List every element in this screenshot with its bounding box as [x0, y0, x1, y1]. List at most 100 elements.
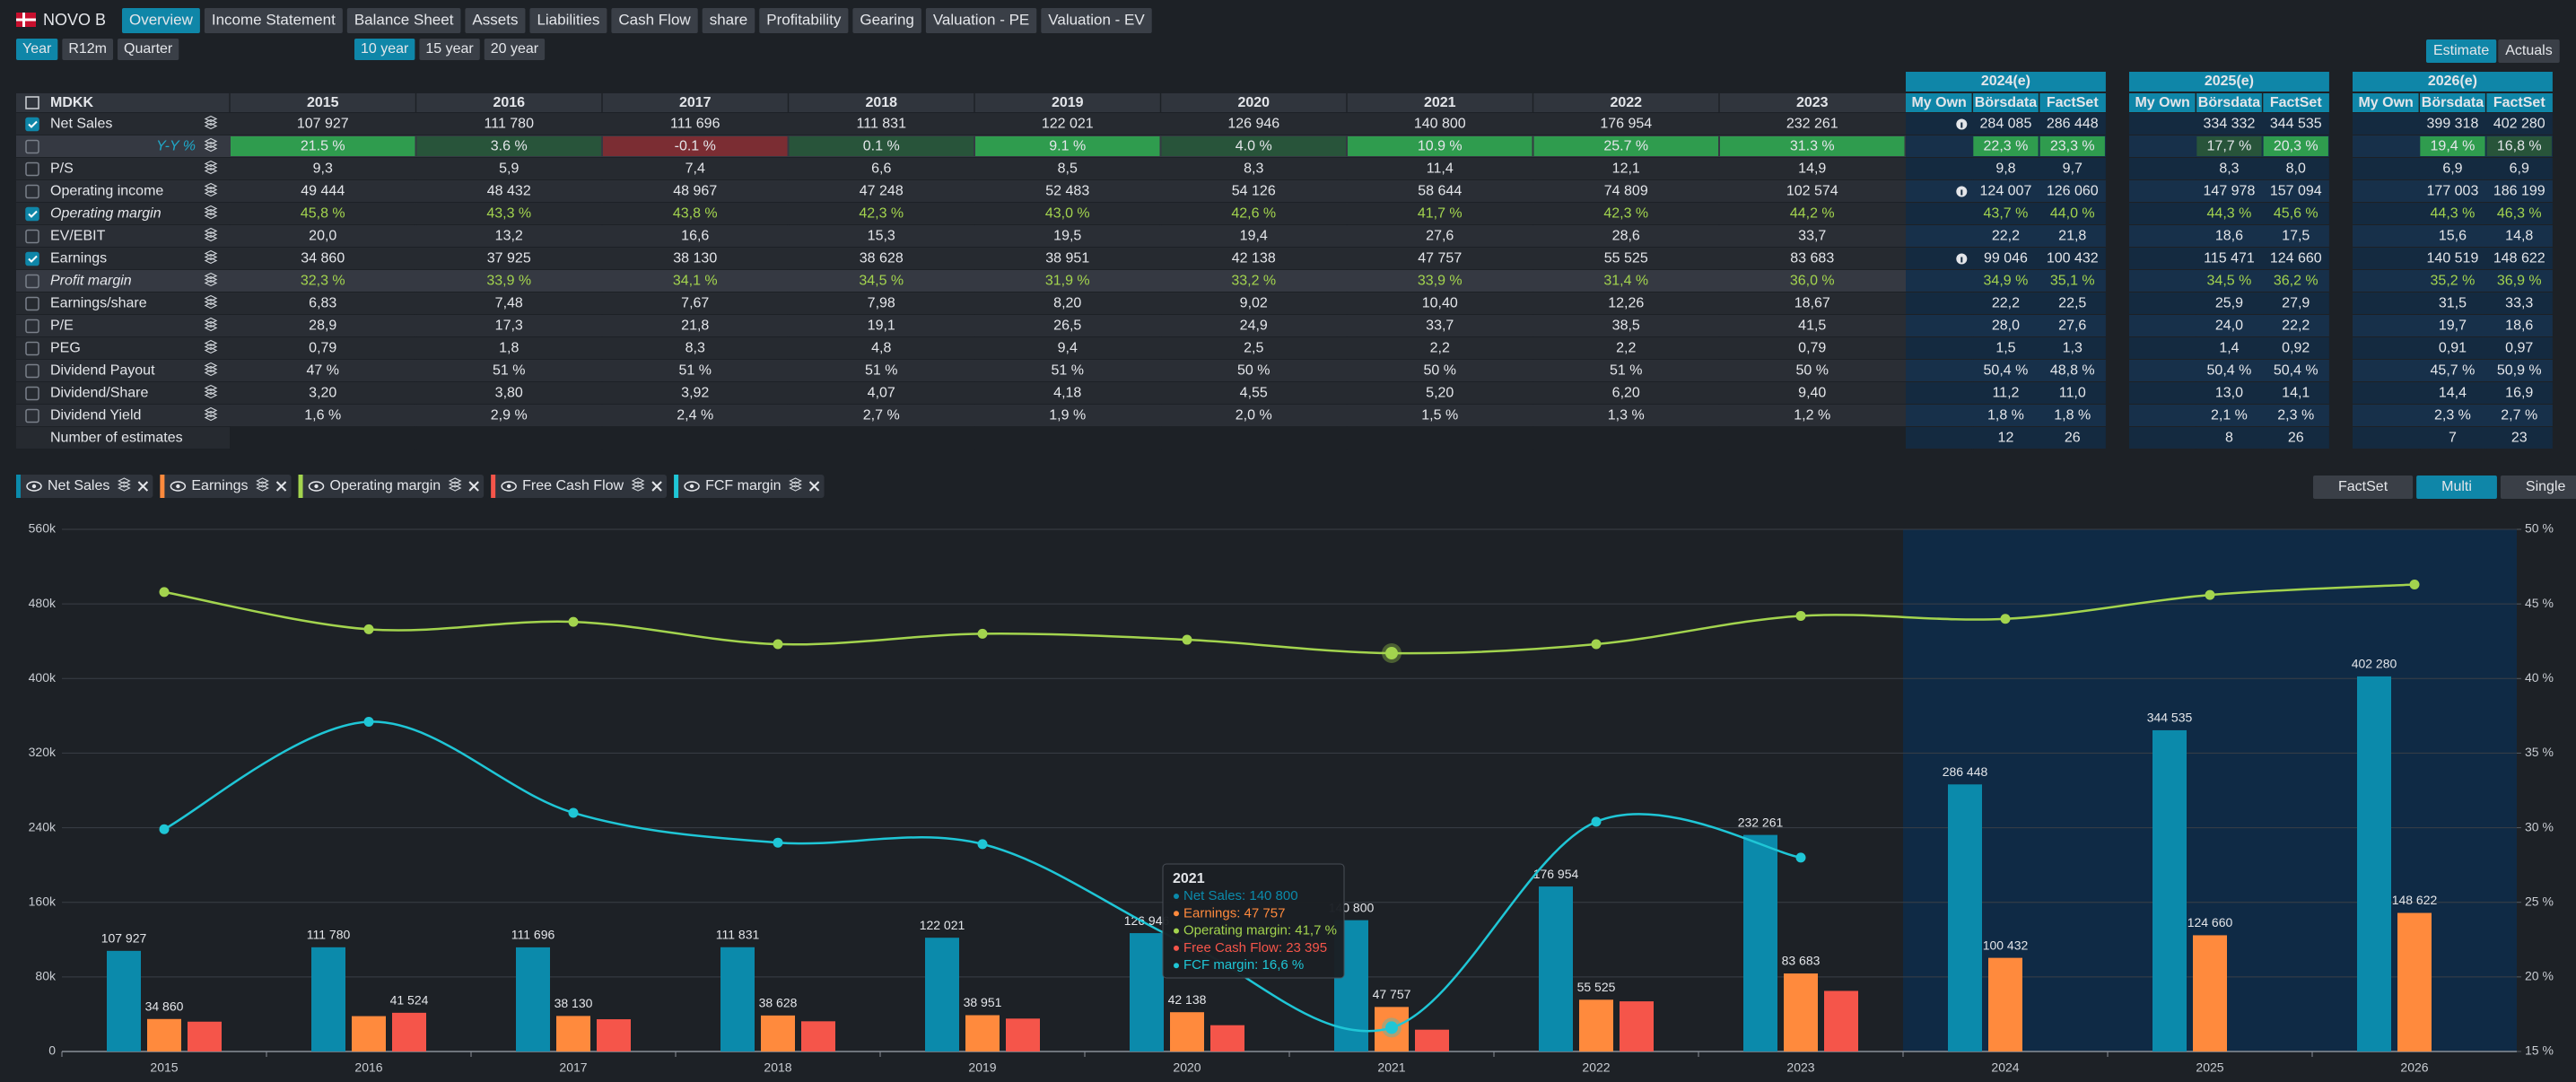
view-button[interactable]: [2416, 476, 2497, 499]
mode-button[interactable]: [2426, 39, 2497, 63]
range-button-label[interactable]: 20 year: [491, 41, 539, 57]
line-point[interactable]: [568, 616, 579, 627]
range-button-label[interactable]: 10 year: [361, 41, 409, 57]
line-point[interactable]: [363, 624, 374, 634]
series-icon[interactable]: [204, 182, 218, 197]
line-point[interactable]: [773, 837, 783, 848]
checkbox[interactable]: [25, 341, 39, 356]
legend-eye-pupil[interactable]: [176, 484, 180, 489]
checkbox[interactable]: [25, 139, 39, 154]
legend-remove[interactable]: [275, 481, 287, 492]
tab-label[interactable]: share: [710, 11, 748, 28]
view-button-label[interactable]: Multi: [2441, 479, 2472, 494]
checkbox[interactable]: [25, 251, 39, 266]
series-icon[interactable]: [204, 384, 218, 399]
series-icon[interactable]: [204, 160, 218, 175]
view-button-label[interactable]: Single: [2526, 479, 2566, 494]
legend-color[interactable]: [491, 475, 496, 498]
legend-eye-pupil[interactable]: [506, 484, 511, 489]
legend-color[interactable]: [16, 475, 21, 498]
line-point[interactable]: [977, 628, 988, 639]
view-button[interactable]: [2500, 476, 2576, 499]
legend-stack-icon[interactable]: [448, 477, 462, 492]
legend-remove[interactable]: [651, 481, 662, 492]
tab[interactable]: [1041, 8, 1152, 33]
line-point[interactable]: [2000, 614, 2011, 624]
line-point[interactable]: [1591, 639, 1602, 650]
mode-button[interactable]: [2498, 39, 2560, 63]
view-button-label[interactable]: FactSet: [2338, 479, 2388, 494]
tab-label[interactable]: Income Statement: [212, 11, 336, 28]
series-icon[interactable]: [204, 115, 218, 130]
line-point[interactable]: [1182, 634, 1192, 645]
series-icon[interactable]: [204, 294, 218, 310]
line-point[interactable]: [1795, 852, 1806, 863]
tab-label[interactable]: Overview: [129, 11, 194, 28]
legend-eye[interactable]: [684, 481, 700, 492]
legend-label[interactable]: Net Sales: [48, 478, 109, 493]
tab-label[interactable]: Balance Sheet: [354, 11, 454, 28]
period-button[interactable]: [16, 39, 58, 60]
line-point[interactable]: [363, 717, 374, 728]
series-icon[interactable]: [204, 272, 218, 287]
checkbox[interactable]: [25, 296, 39, 311]
legend-remove[interactable]: [808, 481, 820, 492]
checkbox[interactable]: [25, 184, 39, 199]
tab[interactable]: [529, 8, 607, 33]
view-button[interactable]: [2313, 476, 2414, 499]
range-button[interactable]: [354, 39, 415, 60]
series-icon[interactable]: [204, 227, 218, 242]
tab[interactable]: [759, 8, 849, 33]
checkmark[interactable]: [28, 210, 38, 218]
legend-eye[interactable]: [170, 481, 187, 492]
checkbox[interactable]: [25, 408, 39, 423]
legend-color[interactable]: [298, 475, 303, 498]
checkbox[interactable]: [25, 229, 39, 244]
line-point[interactable]: [568, 807, 579, 818]
legend-color[interactable]: [674, 475, 679, 498]
checkbox[interactable]: [25, 161, 39, 177]
tab-label[interactable]: Valuation - PE: [933, 11, 1029, 28]
legend-eye[interactable]: [308, 481, 325, 492]
line-point[interactable]: [159, 824, 170, 834]
series-icon[interactable]: [204, 137, 218, 153]
legend-chip[interactable]: [674, 475, 825, 498]
period-button[interactable]: [118, 39, 179, 60]
range-button[interactable]: [419, 39, 480, 60]
line-point[interactable]: [1385, 647, 1398, 660]
line-point[interactable]: [977, 839, 988, 850]
period-button[interactable]: [62, 39, 114, 60]
checkbox[interactable]: [25, 363, 39, 379]
legend-label[interactable]: Free Cash Flow: [522, 478, 624, 493]
legend-stack-icon[interactable]: [789, 477, 802, 492]
legend-stack-icon[interactable]: [631, 477, 645, 492]
mode-button-label[interactable]: Estimate: [2433, 43, 2489, 58]
legend-color[interactable]: [160, 475, 165, 498]
tab[interactable]: [702, 8, 755, 33]
checkbox[interactable]: [25, 274, 39, 289]
series-icon[interactable]: [204, 362, 218, 377]
checkbox[interactable]: [25, 206, 39, 222]
line-point[interactable]: [773, 639, 783, 650]
checkmark[interactable]: [28, 255, 38, 263]
tab[interactable]: [925, 8, 1037, 33]
tab[interactable]: [465, 8, 526, 33]
tab[interactable]: [346, 8, 461, 33]
series-icon[interactable]: [204, 249, 218, 265]
checkmark[interactable]: [28, 120, 38, 128]
legend-remove[interactable]: [468, 481, 479, 492]
legend-eye[interactable]: [26, 481, 42, 492]
range-button-label[interactable]: 15 year: [425, 41, 474, 57]
tab[interactable]: [122, 8, 200, 33]
checkbox[interactable]: [25, 117, 39, 132]
period-button-label[interactable]: Quarter: [124, 41, 173, 57]
tab-label[interactable]: Valuation - EV: [1048, 11, 1145, 28]
line-point[interactable]: [1385, 1021, 1398, 1034]
legend-stack-icon[interactable]: [256, 477, 269, 492]
legend-label[interactable]: Operating margin: [330, 478, 441, 493]
legend-eye[interactable]: [501, 481, 517, 492]
line-point[interactable]: [2205, 589, 2215, 600]
legend-label[interactable]: Earnings: [191, 478, 248, 493]
tab[interactable]: [611, 8, 698, 33]
tab-label[interactable]: Assets: [472, 11, 518, 28]
